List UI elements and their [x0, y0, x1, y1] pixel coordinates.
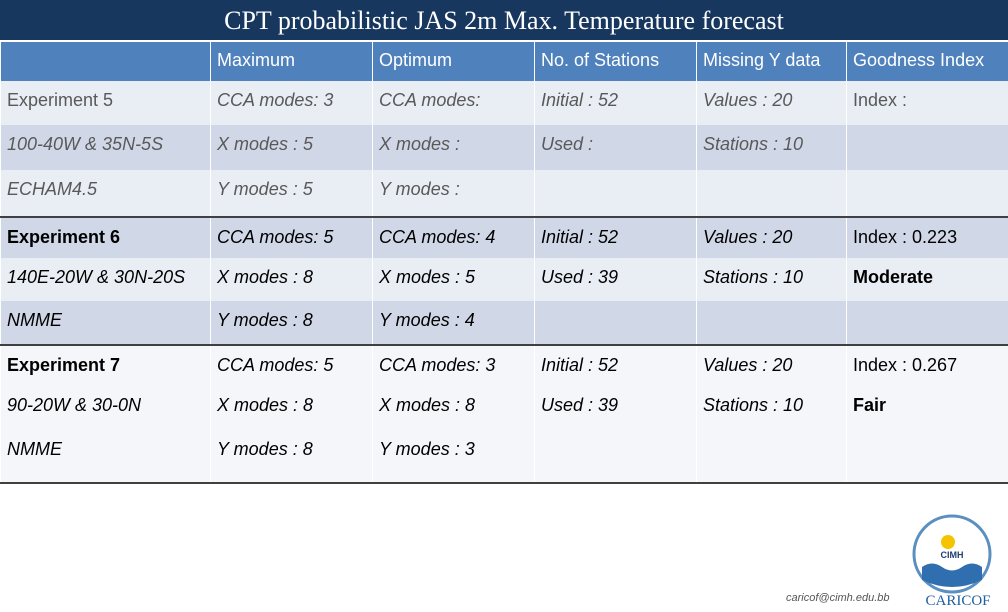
table-cell: Index : [846, 81, 1008, 125]
table-cell [846, 301, 1008, 346]
table-cell [846, 170, 1008, 218]
table-cell: CCA modes: 5 [210, 345, 373, 386]
table-cell: ECHAM4.5 [0, 170, 211, 218]
table-cell: Y modes : 3 [372, 430, 535, 484]
logo-wave [922, 563, 982, 587]
table-cell [696, 301, 847, 346]
header-cell: Missing Y data [696, 42, 847, 81]
email: caricof@cimh.edu.bb [786, 592, 890, 604]
header-row: Maximum Optimum No. of Stations Missing Y d… [0, 42, 1008, 81]
header-cell: Optimum [372, 42, 535, 81]
logo-brand: CARICOF [925, 593, 990, 608]
table-cell: X modes : [372, 125, 535, 170]
logo-sun [941, 535, 955, 549]
table-cell: Y modes : [372, 170, 535, 218]
table-cell: Y modes : 8 [210, 430, 373, 484]
table-cell: X modes : 5 [210, 125, 373, 170]
header-cell [0, 42, 211, 81]
table-cell: Experiment 5 [0, 81, 211, 125]
table-cell: Used : [534, 125, 697, 170]
logo-text: CIMH [941, 550, 964, 560]
table-cell: Y modes : 8 [210, 301, 373, 346]
table-cell: Used : 39 [534, 258, 697, 301]
title-bar: CPT probabilistic JAS 2m Max. Temperatur… [0, 0, 1008, 40]
table-row: Experiment 7 CCA modes: 5 CCA modes: 3 Init… [0, 345, 1008, 386]
table-cell: Stations : 10 [696, 386, 847, 430]
header-cell: Maximum [210, 42, 373, 81]
forecast-table: Maximum Optimum No. of Stations Missing Y d… [0, 42, 1008, 484]
table-cell: NMME [0, 430, 211, 484]
table-cell: Index : 0.267 [846, 345, 1008, 386]
table-cell: Values : 20 [696, 217, 847, 258]
table-cell: Initial : 52 [534, 81, 697, 125]
table-cell [534, 301, 697, 346]
table-cell: CCA modes: 4 [372, 217, 535, 258]
table-cell: Experiment 6 [0, 217, 211, 258]
table-cell: 140E-20W & 30N-20S [0, 258, 211, 301]
table-cell: 90-20W & 30-0N [0, 386, 211, 430]
table-cell: CCA modes: [372, 81, 535, 125]
table-cell [696, 430, 847, 484]
table-cell: CCA modes: 5 [210, 217, 373, 258]
table-row: Experiment 5 CCA modes: 3 CCA modes: Initia… [0, 81, 1008, 125]
table-cell: 100-40W & 35N-5S [0, 125, 211, 170]
header-cell: Goodness Index [846, 42, 1008, 81]
table-cell: X modes : 5 [372, 258, 535, 301]
table-cell: Values : 20 [696, 81, 847, 125]
logo: CIMH CARICOF [912, 514, 992, 608]
table-cell: Used : 39 [534, 386, 697, 430]
table-cell [696, 170, 847, 218]
table-cell: X modes : 8 [210, 386, 373, 430]
table-cell [846, 430, 1008, 484]
table-cell [534, 430, 697, 484]
table-row: Experiment 6 CCA modes: 5 CCA modes: 4 Init… [0, 217, 1008, 258]
table-cell: Y modes : 4 [372, 301, 535, 346]
table-cell: Fair [846, 386, 1008, 430]
table-cell: NMME [0, 301, 211, 346]
table-cell: Initial : 52 [534, 345, 697, 386]
table-cell [534, 170, 697, 218]
table-cell [846, 125, 1008, 170]
table-cell: Initial : 52 [534, 217, 697, 258]
table-cell: Stations : 10 [696, 258, 847, 301]
table-cell: Stations : 10 [696, 125, 847, 170]
table-cell: Experiment 7 [0, 345, 211, 386]
table-cell: X modes : 8 [210, 258, 373, 301]
header-cell: No. of Stations [534, 42, 697, 81]
table-cell: X modes : 8 [372, 386, 535, 430]
table-cell: Moderate [846, 258, 1008, 301]
table-cell: Values : 20 [696, 345, 847, 386]
table-cell: CCA modes: 3 [210, 81, 373, 125]
table-cell: Y modes : 5 [210, 170, 373, 218]
table-cell: Index : 0.223 [846, 217, 1008, 258]
table-cell: CCA modes: 3 [372, 345, 535, 386]
